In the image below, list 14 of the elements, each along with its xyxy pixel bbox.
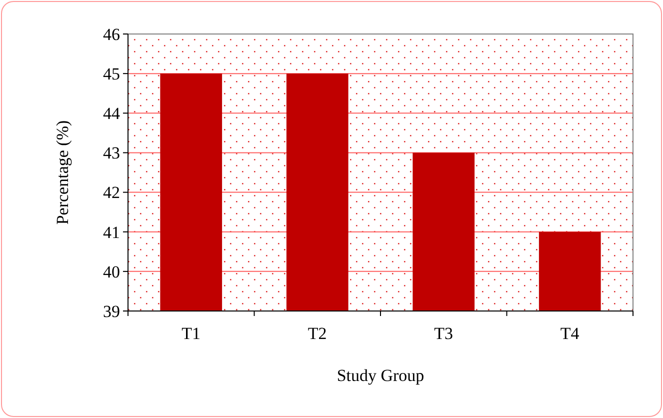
y-tick-label: 43 — [103, 144, 120, 163]
x-tick-label: T4 — [560, 324, 580, 343]
x-tick-label: T2 — [308, 324, 327, 343]
y-tick-label: 46 — [103, 24, 120, 44]
x-axis-title: Study Group — [336, 366, 424, 385]
y-tick-label: 44 — [103, 104, 120, 124]
y-tick-label: 45 — [103, 64, 120, 84]
x-tick-label: T1 — [182, 324, 201, 343]
y-axis-title: Percentage (%) — [53, 120, 72, 225]
y-tick-label: 39 — [103, 302, 120, 321]
y-tick-label: 42 — [103, 183, 120, 202]
y-tick-label: 40 — [103, 262, 120, 282]
x-tick-label: T3 — [434, 324, 454, 343]
y-tick-label: 41 — [103, 222, 120, 242]
